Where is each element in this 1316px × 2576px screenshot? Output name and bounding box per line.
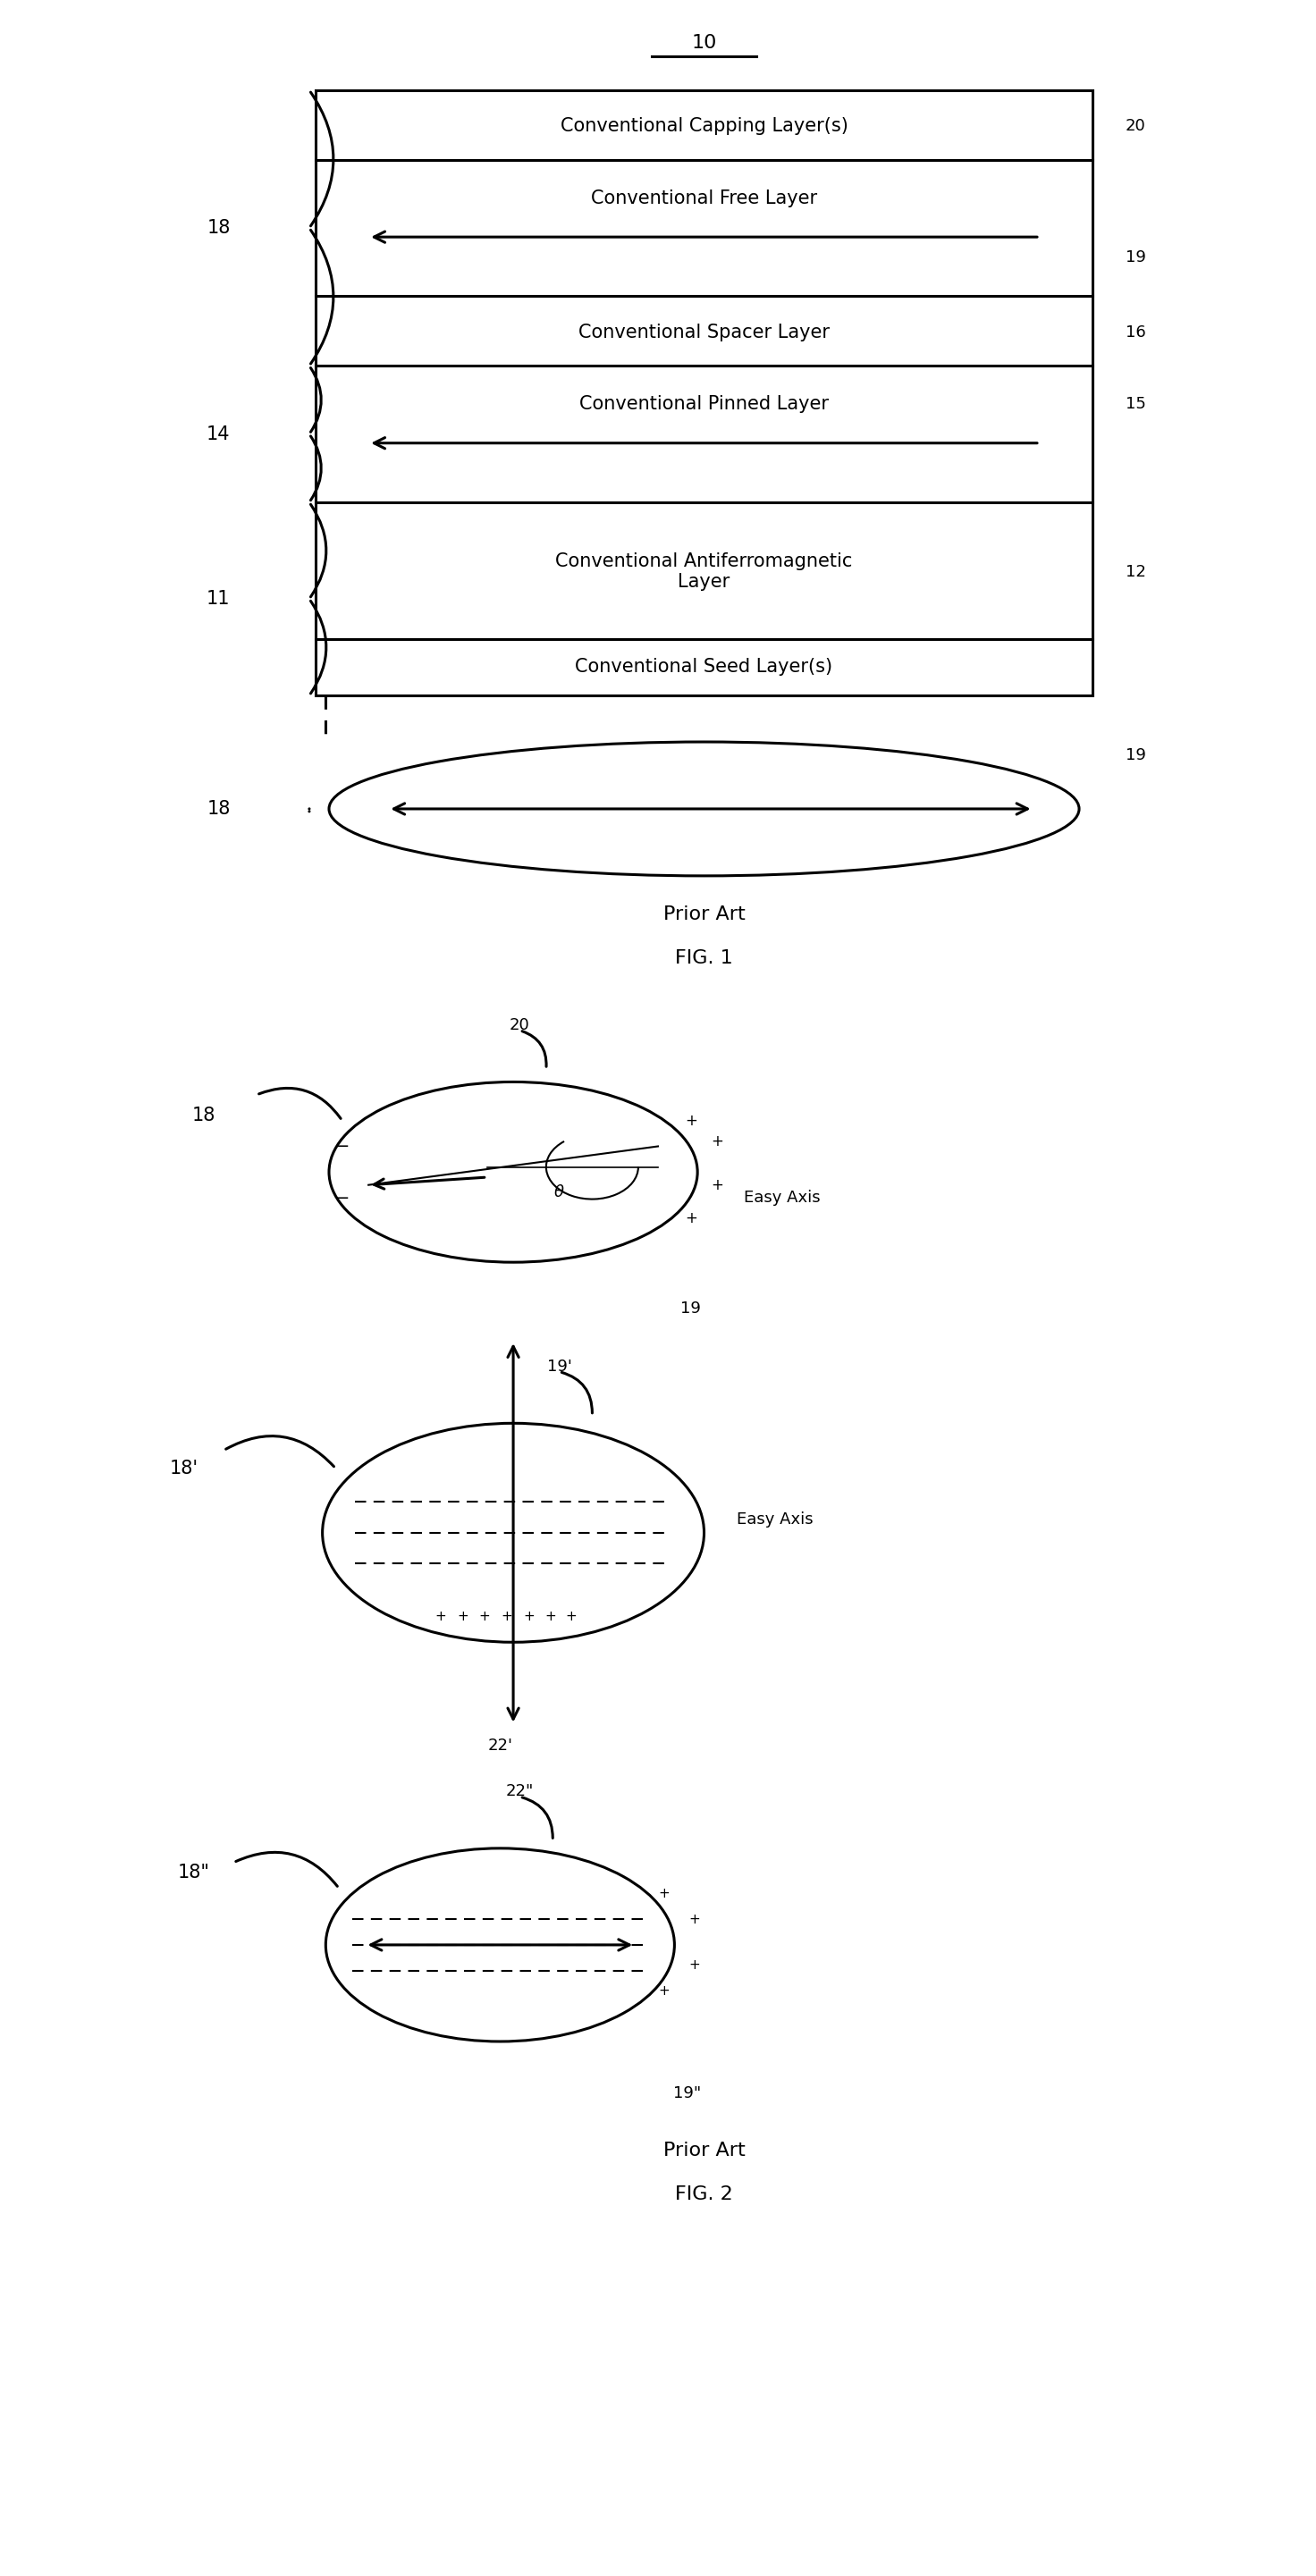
Text: 16: 16: [1125, 325, 1145, 340]
Text: 14: 14: [207, 425, 230, 443]
Text: 20: 20: [1125, 118, 1145, 134]
Text: Conventional Seed Layer(s): Conventional Seed Layer(s): [575, 659, 833, 675]
Text: Easy Axis: Easy Axis: [744, 1190, 820, 1206]
Text: 18: 18: [207, 801, 230, 817]
Text: Easy Axis: Easy Axis: [737, 1512, 813, 1528]
Text: Conventional Free Layer: Conventional Free Layer: [591, 191, 817, 206]
Text: 22': 22': [487, 1736, 513, 1754]
Text: Prior Art: Prior Art: [663, 2143, 745, 2159]
Text: 20: 20: [509, 1018, 530, 1033]
Text: 19: 19: [680, 1301, 701, 1316]
Text: +: +: [524, 1610, 534, 1623]
Text: +: +: [711, 1177, 724, 1193]
Text: +: +: [658, 1984, 670, 1999]
Text: 22": 22": [505, 1783, 534, 1801]
Bar: [316, 90, 1092, 696]
Text: Conventional Capping Layer(s): Conventional Capping Layer(s): [561, 118, 848, 134]
Text: +: +: [436, 1610, 446, 1623]
Text: +: +: [501, 1610, 512, 1623]
Text: 10: 10: [691, 33, 717, 52]
Text: +: +: [566, 1610, 576, 1623]
Text: 18": 18": [178, 1865, 211, 1880]
Text: FIG. 1: FIG. 1: [675, 951, 733, 966]
Text: 19': 19': [547, 1358, 571, 1376]
Text: Conventional Antiferromagnetic
Layer: Conventional Antiferromagnetic Layer: [555, 554, 853, 590]
Text: 19": 19": [674, 2084, 701, 2102]
Text: 18': 18': [170, 1461, 199, 1476]
Text: −: −: [334, 1139, 350, 1154]
Text: θ: θ: [554, 1185, 565, 1200]
Text: +: +: [688, 1911, 700, 1927]
Text: +: +: [684, 1113, 697, 1128]
Text: +: +: [711, 1133, 724, 1149]
Text: 19: 19: [1125, 747, 1146, 762]
Text: 11: 11: [207, 590, 230, 608]
Text: FIG. 2: FIG. 2: [675, 2187, 733, 2202]
Text: +: +: [458, 1610, 468, 1623]
Text: −: −: [334, 1190, 350, 1206]
Text: 18: 18: [207, 219, 230, 237]
Text: +: +: [479, 1610, 490, 1623]
Text: Conventional Spacer Layer: Conventional Spacer Layer: [579, 325, 829, 340]
Text: Conventional Pinned Layer: Conventional Pinned Layer: [579, 397, 829, 412]
Text: +: +: [684, 1211, 697, 1226]
Text: +: +: [688, 1958, 700, 1973]
Text: 18: 18: [192, 1108, 216, 1123]
Text: 19: 19: [1125, 250, 1146, 265]
Text: +: +: [545, 1610, 555, 1623]
Text: Prior Art: Prior Art: [663, 907, 745, 922]
Text: 12: 12: [1125, 564, 1146, 580]
Text: +: +: [658, 1886, 670, 1901]
Text: 15: 15: [1125, 397, 1146, 412]
